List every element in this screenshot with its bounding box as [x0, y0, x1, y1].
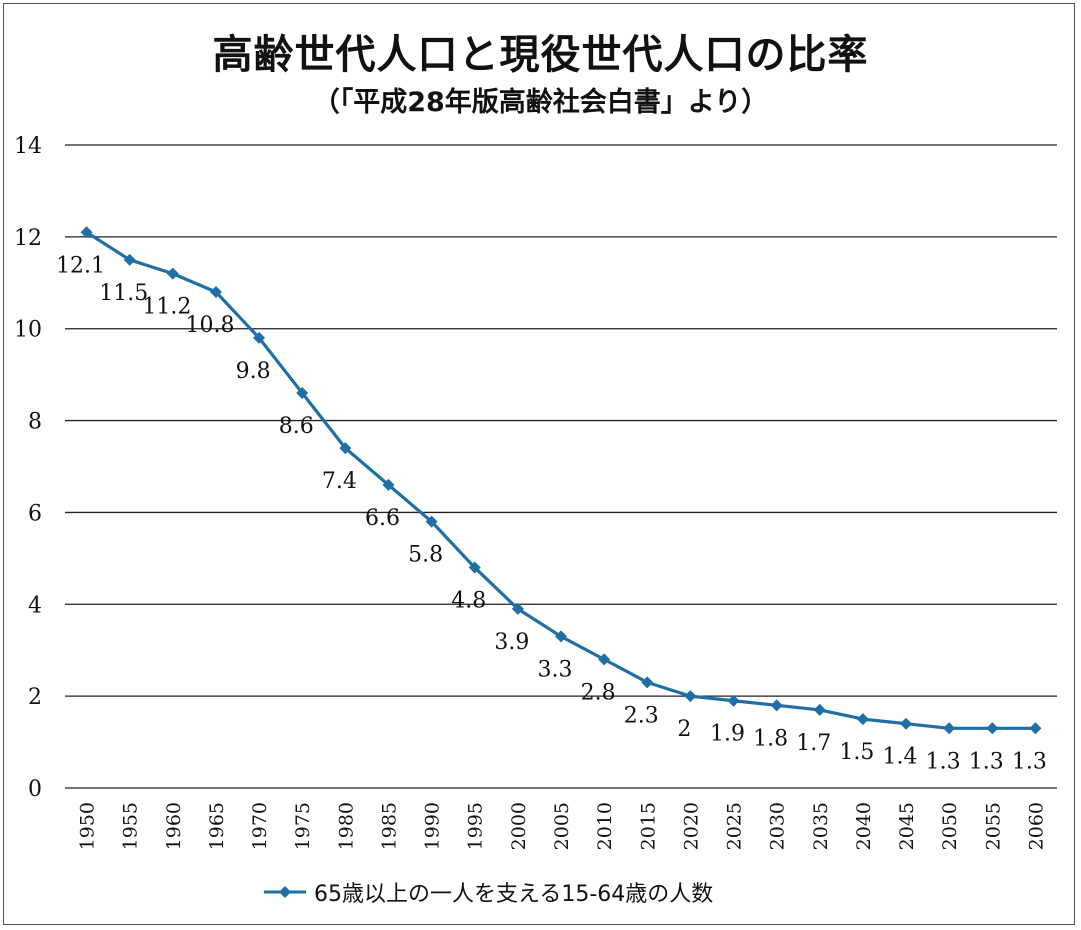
y-tick-label: 10: [14, 318, 42, 343]
x-tick-label: 1990: [422, 802, 444, 850]
x-tick-label: 2040: [853, 802, 875, 850]
data-label: 11.5: [99, 281, 148, 306]
data-point: [382, 478, 395, 491]
data-point: [856, 713, 869, 726]
data-point: [123, 253, 136, 266]
data-point: [900, 717, 913, 730]
data-label: 3.3: [538, 657, 573, 682]
x-tick-label: 2020: [680, 802, 702, 850]
data-label: 7.4: [322, 469, 357, 494]
data-point: [296, 387, 309, 400]
data-label: 5.8: [408, 543, 443, 568]
y-tick-label: 0: [28, 777, 42, 802]
data-point: [468, 561, 481, 574]
data-point: [425, 515, 438, 528]
data-label: 6.6: [365, 506, 400, 531]
data-point: [641, 676, 654, 689]
chart-subtitle: （「平成28年版高齢社会白書」より）: [312, 87, 769, 118]
x-tick-label: 1995: [465, 802, 487, 850]
x-tick-label: 2060: [1025, 802, 1047, 850]
legend: 65歳以上の一人を支える15-64歳の人数: [262, 876, 713, 908]
data-label: 1.4: [883, 745, 918, 770]
data-point: [727, 694, 740, 707]
legend-label: 65歳以上の一人を支える15-64歳の人数: [314, 882, 714, 907]
x-tick-label: 1985: [378, 802, 400, 850]
data-label: 1.3: [926, 749, 961, 774]
data-point: [986, 722, 999, 735]
y-tick-label: 2: [28, 685, 42, 710]
x-tick-label: 2055: [982, 802, 1004, 850]
data-label: 1.5: [839, 740, 874, 765]
x-tick-label: 1960: [163, 802, 185, 850]
x-tick-label: 2000: [508, 802, 530, 850]
data-label: 2.3: [624, 703, 659, 728]
data-label: 10.8: [185, 313, 234, 338]
x-tick-label: 1955: [120, 802, 142, 850]
series-line: [85, 230, 1036, 730]
data-point: [339, 442, 352, 455]
data-point: [813, 703, 826, 716]
data-label: 9.8: [236, 359, 271, 384]
x-tick-label: 2035: [810, 802, 832, 850]
data-point: [770, 699, 783, 712]
x-tick-label: 2045: [896, 802, 918, 850]
x-tick-label: 1975: [292, 802, 314, 850]
x-tick-label: 1950: [77, 802, 99, 850]
x-tick-label: 1965: [206, 802, 228, 850]
data-label: 4.8: [451, 589, 486, 614]
y-tick-label: 8: [28, 410, 42, 435]
x-tick-label: 1980: [335, 802, 357, 850]
x-tick-label: 2005: [551, 802, 573, 850]
y-tick-label: 4: [28, 593, 42, 618]
y-tick-label: 6: [28, 501, 42, 526]
x-tick-label: 2010: [594, 802, 616, 850]
x-tick-label: 2025: [724, 802, 746, 850]
data-point: [943, 722, 956, 735]
data-point: [555, 630, 567, 643]
data-point: [511, 602, 524, 615]
data-point: [598, 653, 611, 666]
legend-marker-icon: [264, 886, 306, 898]
data-label: 3.9: [494, 630, 529, 655]
data-label: 1.3: [1012, 749, 1047, 774]
data-label: 1.3: [969, 749, 1004, 774]
data-label: 1.7: [796, 731, 831, 756]
data-point: [80, 226, 93, 239]
data-label: 2: [677, 717, 691, 742]
data-label: 1.9: [710, 722, 745, 747]
x-tick-label: 2050: [939, 802, 961, 850]
data-label: 8.6: [279, 414, 314, 439]
chart-frame: [3, 3, 1075, 925]
data-point: [166, 267, 179, 280]
data-point: [684, 690, 697, 703]
data-point: [1029, 722, 1042, 735]
data-point: [209, 285, 222, 298]
data-label: 2.8: [581, 680, 616, 705]
chart-title: 高齢世代人口と現役世代人口の比率: [212, 32, 869, 78]
data-point: [253, 331, 266, 344]
y-tick-label: 14: [14, 134, 42, 159]
x-tick-label: 1970: [249, 802, 271, 850]
y-tick-label: 12: [14, 226, 42, 251]
x-tick-label: 2030: [767, 802, 789, 850]
data-label: 12.1: [56, 253, 105, 278]
data-label: 11.2: [142, 295, 191, 320]
data-label: 1.8: [753, 726, 788, 751]
x-tick-label: 2015: [637, 802, 659, 850]
